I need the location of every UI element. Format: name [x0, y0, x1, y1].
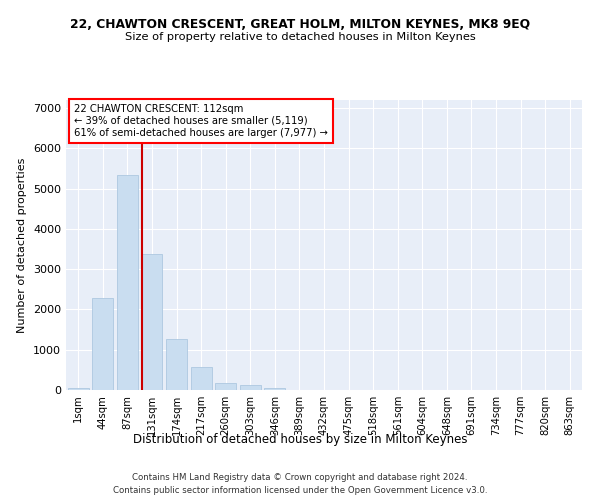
Bar: [117, 174, 138, 390]
Text: 22, CHAWTON CRESCENT, GREAT HOLM, MILTON KEYNES, MK8 9EQ: 22, CHAWTON CRESCENT, GREAT HOLM, MILTON…: [70, 18, 530, 30]
Bar: [68, 388, 89, 390]
Bar: [240, 386, 261, 390]
Bar: [215, 383, 236, 390]
Text: 22 CHAWTON CRESCENT: 112sqm
← 39% of detached houses are smaller (5,119)
61% of : 22 CHAWTON CRESCENT: 112sqm ← 39% of det…: [74, 104, 328, 138]
Text: Size of property relative to detached houses in Milton Keynes: Size of property relative to detached ho…: [125, 32, 475, 42]
Text: Contains public sector information licensed under the Open Government Licence v3: Contains public sector information licen…: [113, 486, 487, 495]
Bar: [142, 254, 163, 390]
Bar: [265, 388, 286, 390]
Bar: [191, 367, 212, 390]
Bar: [92, 298, 113, 390]
Bar: [166, 339, 187, 390]
Text: Distribution of detached houses by size in Milton Keynes: Distribution of detached houses by size …: [133, 432, 467, 446]
Text: Contains HM Land Registry data © Crown copyright and database right 2024.: Contains HM Land Registry data © Crown c…: [132, 472, 468, 482]
Y-axis label: Number of detached properties: Number of detached properties: [17, 158, 28, 332]
